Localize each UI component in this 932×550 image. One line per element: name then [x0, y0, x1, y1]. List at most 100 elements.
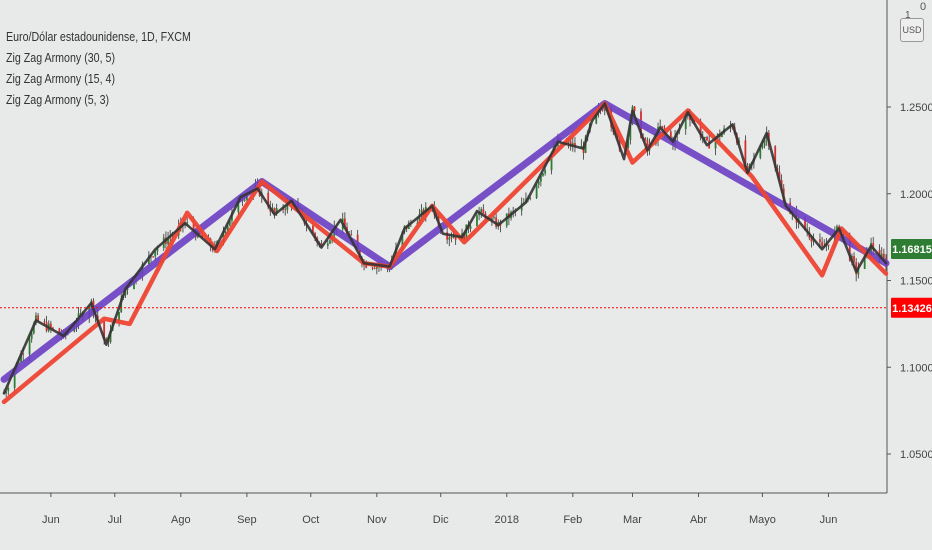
price-scale-top-label-0: 0	[920, 1, 927, 13]
candle-body	[550, 153, 553, 171]
candle-body	[857, 268, 860, 275]
legend-entry-zigzag-30-5[interactable]: Zig Zag Armony (30, 5)	[6, 50, 116, 65]
candle-body	[58, 328, 61, 335]
candle-body	[646, 140, 649, 151]
candle-body	[13, 369, 16, 388]
last-price-badge	[891, 239, 932, 260]
candle-body	[836, 226, 838, 231]
candle-body	[152, 256, 155, 258]
candle-body	[774, 146, 777, 169]
candle-body	[661, 125, 664, 128]
candle-body	[759, 147, 762, 158]
candle-body	[603, 107, 606, 111]
candle-body	[853, 255, 855, 263]
candle-body	[882, 253, 885, 259]
candle-body	[601, 109, 604, 111]
price-axis-tick-label: 1.10000	[900, 362, 932, 374]
candle-body	[228, 220, 231, 226]
price-axis-tick-label: 1.20000	[900, 189, 932, 201]
candle-body	[28, 338, 31, 355]
candle-body	[420, 209, 423, 215]
time-axis-tick-label: Dic	[433, 514, 449, 526]
candle-body	[452, 236, 455, 238]
price-axis-tick-label: 1.25000	[900, 102, 932, 114]
candle-body	[810, 237, 813, 242]
candle-body	[133, 281, 135, 290]
price-axis-tick-label: 1.05000	[900, 449, 932, 461]
candle-body	[20, 353, 22, 363]
candle-body	[763, 139, 766, 147]
candle-body	[49, 323, 52, 328]
currency-button[interactable]: USD	[900, 18, 924, 42]
candle-body	[79, 313, 82, 314]
candle-body	[595, 111, 598, 124]
legend-entry-zigzag-5-3[interactable]: Zig Zag Armony (5, 3)	[6, 92, 110, 107]
candle-body	[721, 133, 723, 137]
candle-body	[580, 145, 583, 148]
candle-body	[746, 166, 749, 168]
candle-body	[326, 243, 329, 246]
candle-body	[669, 131, 672, 139]
candle-body	[537, 181, 540, 185]
candle-body	[312, 225, 314, 233]
candle-body	[476, 215, 478, 227]
candle-body	[201, 234, 204, 238]
candle-body	[126, 289, 129, 290]
candle-body	[267, 192, 270, 208]
candle-body	[446, 232, 449, 240]
reference-price-badge	[891, 297, 932, 318]
candle-body	[544, 170, 547, 174]
time-axis-tick-label: Jun	[42, 514, 60, 526]
candle-body	[699, 121, 702, 138]
candle-body	[226, 225, 229, 232]
candle-body	[30, 333, 33, 339]
candle-body	[192, 222, 195, 232]
candle-body	[821, 242, 823, 247]
candle-body	[105, 339, 108, 341]
candle-body	[633, 106, 636, 112]
time-axis-tick-label: Feb	[563, 514, 582, 526]
candle-body	[627, 139, 630, 148]
candle-body	[37, 315, 39, 322]
candle-body	[529, 197, 532, 199]
candle-body	[804, 217, 806, 230]
candle-body	[154, 251, 157, 257]
candle-body	[827, 244, 830, 246]
candle-body	[156, 248, 159, 252]
candle-body	[186, 222, 189, 224]
candle-body	[243, 199, 246, 201]
candle-body	[245, 195, 248, 200]
candle-body	[482, 209, 485, 214]
candle-body	[43, 321, 46, 323]
candle-body	[880, 253, 883, 259]
candle-body	[343, 218, 346, 227]
candle-body	[401, 231, 404, 248]
candle-body	[167, 238, 169, 244]
reference-price-label: 1.13426	[892, 303, 932, 315]
last-price-label: 1.16815	[892, 244, 932, 256]
candle-body	[704, 137, 706, 139]
candle-body	[237, 197, 240, 213]
candle-body	[7, 387, 10, 392]
candle-body	[629, 124, 632, 140]
candle-body	[778, 171, 781, 181]
candle-body	[375, 265, 378, 269]
candle-body	[448, 237, 451, 240]
legend-entry-zigzag-15-4[interactable]: Zig Zag Armony (15, 4)	[6, 71, 116, 86]
time-axis-tick-label: Sep	[237, 514, 257, 526]
chart-legend: Euro/Dólar estadounidense, 1D, FXCM Zig …	[6, 26, 191, 110]
candle-body	[644, 138, 647, 141]
candle-body	[320, 243, 323, 246]
candle-body	[275, 208, 278, 214]
time-axis-tick-label: Oct	[302, 514, 319, 526]
time-axis-tick-label: Mayo	[749, 514, 776, 526]
candle-body	[819, 239, 821, 243]
candle-body	[542, 173, 544, 176]
candle-body	[350, 234, 353, 235]
price-axis-tick-label: 1.15000	[900, 276, 932, 288]
candle-body	[535, 184, 538, 198]
zigzag-5-3-line	[2, 102, 888, 395]
candle-body	[761, 146, 764, 148]
